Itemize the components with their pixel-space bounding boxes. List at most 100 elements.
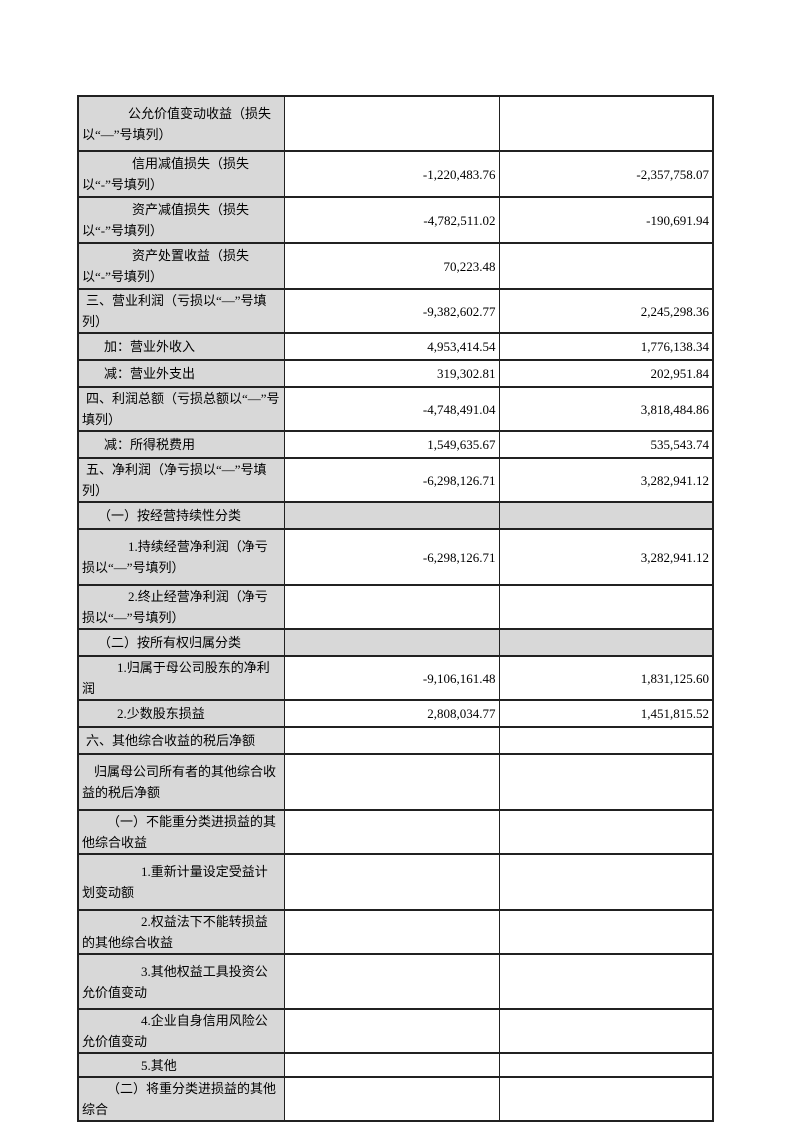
row-label: 2.少数股东损益 — [77, 699, 285, 728]
prior-period-value — [498, 1008, 714, 1054]
table-row: （二）按所有权归属分类 — [77, 628, 714, 657]
row-label: 归属母公司所有者的其他综合收益的税后净额 — [77, 753, 285, 811]
current-period-value — [283, 1076, 500, 1122]
prior-period-value — [498, 726, 714, 755]
row-label: 2.权益法下不能转损益的其他综合收益 — [77, 909, 285, 955]
current-period-value: 2,808,034.77 — [283, 699, 500, 728]
table-row: 五、净利润（净亏损以“—”号填列） -6,298,126.71 3,282,94… — [77, 457, 714, 503]
current-period-value — [283, 501, 500, 530]
current-period-value — [283, 726, 500, 755]
current-period-value: -9,382,602.77 — [283, 288, 500, 334]
income-statement-table: 公允价值变动收益（损失以“—”号填列） 信用减值损失（损失以“-”号填列） -1… — [77, 95, 714, 1122]
row-label: 公允价值变动收益（损失以“—”号填列） — [77, 95, 285, 152]
table-row: 四、利润总额（亏损总额以“—”号填列） -4,748,491.04 3,818,… — [77, 386, 714, 432]
prior-period-value — [498, 501, 714, 530]
row-label: 减：营业外支出 — [77, 359, 285, 388]
prior-period-value — [498, 809, 714, 855]
current-period-value — [283, 95, 500, 152]
prior-period-value — [498, 1076, 714, 1122]
table-row: 资产减值损失（损失以“-”号填列） -4,782,511.02 -190,691… — [77, 196, 714, 244]
row-label: 四、利润总额（亏损总额以“—”号填列） — [77, 386, 285, 432]
current-period-value — [283, 1008, 500, 1054]
prior-period-value — [498, 584, 714, 630]
table-row: （一）不能重分类进损益的其他综合收益 — [77, 809, 714, 855]
table-row: 三、营业利润（亏损以“—”号填列） -9,382,602.77 2,245,29… — [77, 288, 714, 334]
row-label: 4.企业自身信用风险公允价值变动 — [77, 1008, 285, 1054]
row-label: （二）将重分类进损益的其他综合 — [77, 1076, 285, 1122]
row-label: 5.其他 — [77, 1052, 285, 1078]
current-period-value: 1,549,635.67 — [283, 430, 500, 459]
current-period-value: -6,298,126.71 — [283, 457, 500, 503]
row-label: （二）按所有权归属分类 — [77, 628, 285, 657]
table-row: 减：营业外支出 319,302.81 202,951.84 — [77, 359, 714, 388]
prior-period-value — [498, 953, 714, 1010]
current-period-value — [283, 809, 500, 855]
prior-period-value — [498, 909, 714, 955]
prior-period-value — [498, 853, 714, 911]
prior-period-value: 3,282,941.12 — [498, 457, 714, 503]
row-label: 三、营业利润（亏损以“—”号填列） — [77, 288, 285, 334]
table-row: 1.持续经营净利润（净亏损以“—”号填列） -6,298,126.71 3,28… — [77, 528, 714, 586]
table-row: 5.其他 — [77, 1052, 714, 1078]
current-period-value: 70,223.48 — [283, 242, 500, 290]
row-label: 1.持续经营净利润（净亏损以“—”号填列） — [77, 528, 285, 586]
current-period-value — [283, 584, 500, 630]
table-row: 信用减值损失（损失以“-”号填列） -1,220,483.76 -2,357,7… — [77, 150, 714, 198]
prior-period-value — [498, 1052, 714, 1078]
table-row: 2.少数股东损益 2,808,034.77 1,451,815.52 — [77, 699, 714, 728]
table-row: 归属母公司所有者的其他综合收益的税后净额 — [77, 753, 714, 811]
row-label: 1.归属于母公司股东的净利润 — [77, 655, 285, 701]
table-row: （一）按经营持续性分类 — [77, 501, 714, 530]
current-period-value — [283, 753, 500, 811]
prior-period-value: 202,951.84 — [498, 359, 714, 388]
row-label: 1.重新计量设定受益计划变动额 — [77, 853, 285, 911]
table-row: 六、其他综合收益的税后净额 — [77, 726, 714, 755]
current-period-value — [283, 1052, 500, 1078]
prior-period-value: 1,831,125.60 — [498, 655, 714, 701]
table-row: 2.权益法下不能转损益的其他综合收益 — [77, 909, 714, 955]
current-period-value — [283, 909, 500, 955]
prior-period-value: 3,818,484.86 — [498, 386, 714, 432]
table-row: （二）将重分类进损益的其他综合 — [77, 1076, 714, 1122]
prior-period-value — [498, 628, 714, 657]
row-label: （一）不能重分类进损益的其他综合收益 — [77, 809, 285, 855]
row-label: 五、净利润（净亏损以“—”号填列） — [77, 457, 285, 503]
prior-period-value: 1,451,815.52 — [498, 699, 714, 728]
prior-period-value: 2,245,298.36 — [498, 288, 714, 334]
current-period-value — [283, 628, 500, 657]
current-period-value — [283, 953, 500, 1010]
prior-period-value: 3,282,941.12 — [498, 528, 714, 586]
current-period-value: -4,748,491.04 — [283, 386, 500, 432]
current-period-value: 319,302.81 — [283, 359, 500, 388]
current-period-value — [283, 853, 500, 911]
prior-period-value: 535,543.74 — [498, 430, 714, 459]
prior-period-value — [498, 753, 714, 811]
row-label: 六、其他综合收益的税后净额 — [77, 726, 285, 755]
table-row: 4.企业自身信用风险公允价值变动 — [77, 1008, 714, 1054]
table-row: 加：营业外收入 4,953,414.54 1,776,138.34 — [77, 332, 714, 361]
table-row: 1.归属于母公司股东的净利润 -9,106,161.48 1,831,125.6… — [77, 655, 714, 701]
table-row: 1.重新计量设定受益计划变动额 — [77, 853, 714, 911]
table-row: 3.其他权益工具投资公允价值变动 — [77, 953, 714, 1010]
current-period-value: -9,106,161.48 — [283, 655, 500, 701]
row-label: 信用减值损失（损失以“-”号填列） — [77, 150, 285, 198]
current-period-value: -4,782,511.02 — [283, 196, 500, 244]
table-row: 资产处置收益（损失以“-”号填列） 70,223.48 — [77, 242, 714, 290]
table-row: 减：所得税费用 1,549,635.67 535,543.74 — [77, 430, 714, 459]
current-period-value: -6,298,126.71 — [283, 528, 500, 586]
row-label: 3.其他权益工具投资公允价值变动 — [77, 953, 285, 1010]
row-label: 2.终止经营净利润（净亏损以“—”号填列） — [77, 584, 285, 630]
prior-period-value — [498, 95, 714, 152]
current-period-value: 4,953,414.54 — [283, 332, 500, 361]
table-row: 2.终止经营净利润（净亏损以“—”号填列） — [77, 584, 714, 630]
row-label: （一）按经营持续性分类 — [77, 501, 285, 530]
row-label: 资产处置收益（损失以“-”号填列） — [77, 242, 285, 290]
row-label: 资产减值损失（损失以“-”号填列） — [77, 196, 285, 244]
prior-period-value: 1,776,138.34 — [498, 332, 714, 361]
prior-period-value: -190,691.94 — [498, 196, 714, 244]
current-period-value: -1,220,483.76 — [283, 150, 500, 198]
table-row: 公允价值变动收益（损失以“—”号填列） — [77, 95, 714, 152]
row-label: 加：营业外收入 — [77, 332, 285, 361]
row-label: 减：所得税费用 — [77, 430, 285, 459]
